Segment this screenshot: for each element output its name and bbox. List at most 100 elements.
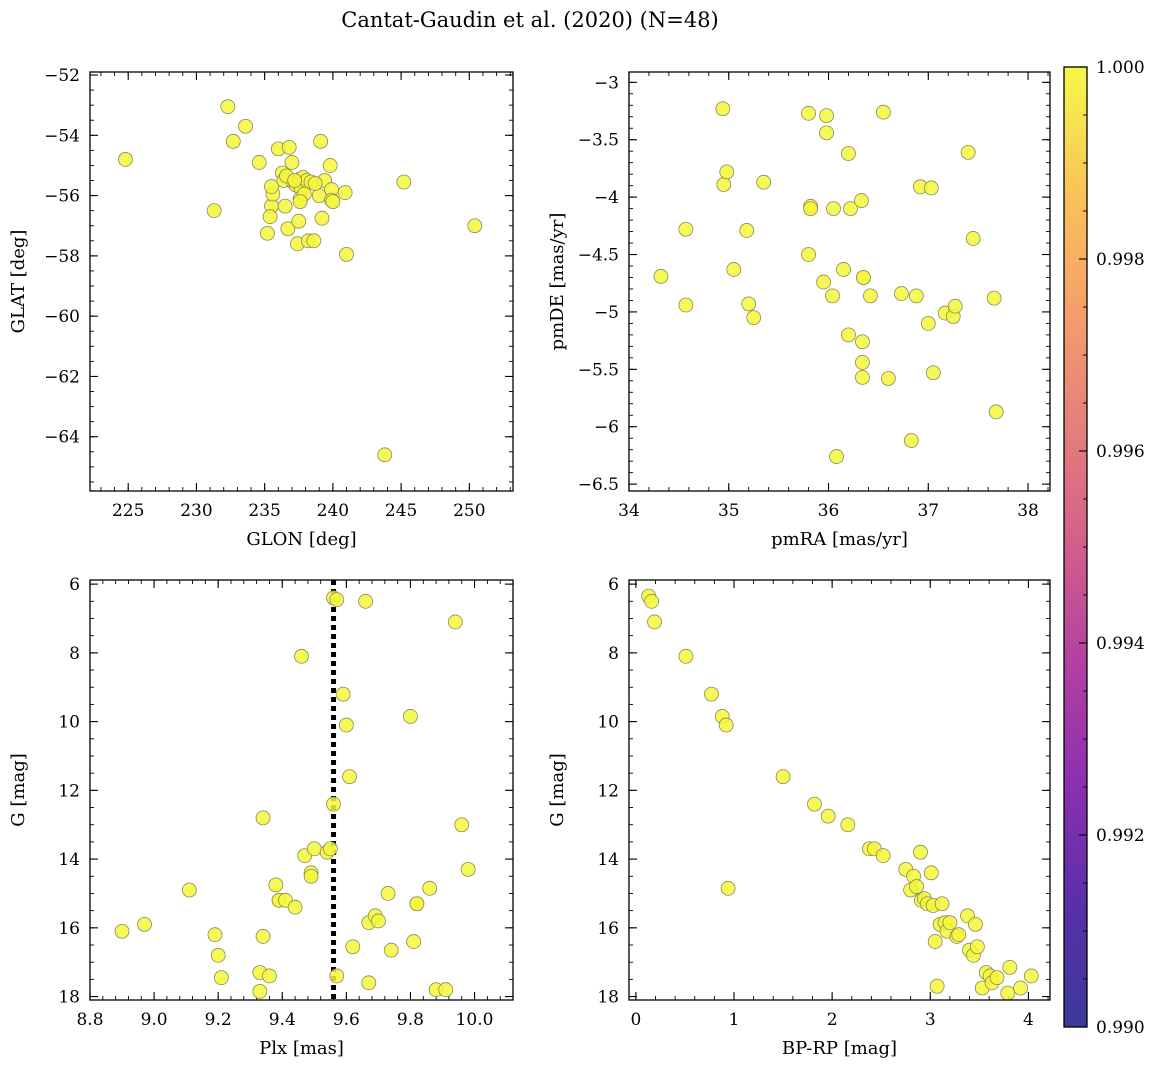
scatter-point bbox=[409, 896, 425, 912]
scatter-point bbox=[361, 975, 377, 991]
scatter-point bbox=[1002, 959, 1018, 975]
y-axis-label: G [mag] bbox=[547, 753, 568, 826]
colorbar-tick-label: 0.992 bbox=[1096, 826, 1145, 846]
scatter-point bbox=[396, 174, 412, 190]
y-axis-label: G [mag] bbox=[8, 753, 29, 826]
scatter-point bbox=[268, 877, 284, 893]
scatter-point bbox=[826, 201, 841, 217]
scatter-point bbox=[281, 139, 297, 155]
major-ticks bbox=[90, 72, 513, 491]
scatter-point bbox=[951, 927, 967, 943]
scatter-point bbox=[337, 185, 353, 200]
major-ticks bbox=[629, 580, 1050, 1000]
scatter-point bbox=[213, 970, 229, 986]
scatter-point bbox=[647, 614, 662, 630]
minor-ticks bbox=[628, 72, 1050, 491]
figure-title: Cantat-Gaudin et al. (2020) (N=48) bbox=[341, 8, 719, 32]
x-tick-label: 9.4 bbox=[269, 1010, 296, 1030]
scatter-point bbox=[840, 817, 856, 833]
scatter-point bbox=[726, 262, 742, 277]
scatter-point bbox=[819, 125, 834, 141]
x-tick-label: 9.0 bbox=[141, 1010, 168, 1030]
scatter-point bbox=[829, 449, 844, 464]
scatter-point bbox=[338, 717, 354, 733]
scatter-point bbox=[716, 177, 732, 192]
x-tick-label: 38 bbox=[1017, 501, 1039, 521]
scatter-point bbox=[1023, 968, 1039, 984]
scatter-point bbox=[345, 939, 361, 955]
y-tick-label: −5 bbox=[594, 303, 619, 323]
scatter-point bbox=[307, 176, 323, 191]
scatter-point bbox=[335, 686, 351, 702]
scatter-point bbox=[291, 213, 307, 229]
y-tick-label: 10 bbox=[58, 713, 80, 733]
scatter-point bbox=[927, 934, 943, 949]
scatter-point bbox=[855, 355, 870, 370]
y-tick-label: −4 bbox=[594, 188, 619, 208]
scatter-point bbox=[287, 173, 303, 188]
y-tick-label: 6 bbox=[608, 575, 619, 595]
y-tick-label: −60 bbox=[44, 307, 80, 327]
y-tick-label: −5.5 bbox=[578, 360, 619, 380]
scatter-point bbox=[422, 880, 438, 896]
x-tick-label: 9.6 bbox=[333, 1010, 360, 1030]
y-tick-label: −62 bbox=[44, 367, 80, 387]
scatter-point bbox=[292, 194, 308, 210]
axes-frame bbox=[89, 579, 514, 1001]
x-tick-label: 36 bbox=[818, 501, 840, 521]
scatter-point bbox=[342, 769, 357, 784]
colorbar-tick-label: 0.990 bbox=[1096, 1018, 1145, 1038]
y-tick-label: 8 bbox=[608, 644, 619, 664]
scatter-point bbox=[255, 810, 271, 826]
scatter-point bbox=[406, 934, 422, 949]
scatter-point bbox=[358, 593, 373, 609]
scatter-point bbox=[326, 796, 341, 812]
axes-frame bbox=[89, 71, 514, 492]
scatter-point bbox=[893, 286, 909, 301]
scatter-points bbox=[653, 101, 1004, 464]
scatter-points bbox=[118, 99, 483, 463]
scatter-point bbox=[947, 298, 963, 314]
scatter-point bbox=[314, 210, 330, 226]
colorbar-tick-label: 0.994 bbox=[1096, 634, 1145, 654]
x-axis-label: pmRA [mas/yr] bbox=[771, 529, 908, 550]
y-tick-label: 12 bbox=[597, 781, 619, 801]
minor-ticks bbox=[89, 580, 514, 1000]
scatter-point bbox=[380, 886, 396, 901]
scatter-point bbox=[255, 929, 271, 944]
scatter-point bbox=[913, 844, 928, 860]
scatter-panel-1: 225 230 235 240 245 250 −64 −62 −60 −58 −56 −54 −52 G… bbox=[8, 66, 514, 550]
scatter-point bbox=[313, 133, 329, 149]
scatter-point bbox=[403, 709, 418, 724]
x-tick-label: 235 bbox=[248, 501, 280, 521]
scatter-point bbox=[923, 865, 939, 881]
scatter-point bbox=[339, 246, 354, 262]
scatter-point bbox=[803, 201, 818, 217]
scatter-point bbox=[262, 968, 277, 984]
scatter-point bbox=[746, 310, 762, 326]
scatter-point bbox=[741, 296, 757, 312]
scatter-point bbox=[377, 447, 393, 463]
y-tick-label: −3.5 bbox=[578, 131, 619, 151]
axes-frame bbox=[628, 579, 1051, 1001]
x-tick-label: 37 bbox=[917, 501, 939, 521]
scatter-point bbox=[1013, 980, 1028, 996]
scatter-point bbox=[807, 796, 822, 812]
scatter-point bbox=[739, 223, 755, 238]
scatter-point bbox=[988, 404, 1004, 420]
scatter-point bbox=[960, 144, 976, 160]
x-tick-label: 9.2 bbox=[205, 1010, 232, 1030]
scatter-point bbox=[251, 155, 267, 170]
y-tick-label: −3 bbox=[594, 73, 619, 93]
scatter-point bbox=[942, 915, 958, 931]
x-tick-label: 1 bbox=[729, 1010, 740, 1030]
scatter-panel-2: 34 35 36 37 38 −6.5 −6 −5.5 −5 −4.5 −4 −3.5 −3 pmRA [… bbox=[547, 71, 1051, 550]
scatter-point bbox=[863, 288, 878, 304]
scatter-point bbox=[447, 614, 463, 630]
scatter-panel-3: 8.8 9.0 9.2 9.4 9.6 9.8 10.0 6 8 10 12 14 16 18 Plx [m… bbox=[8, 575, 514, 1059]
scatter-point bbox=[715, 101, 731, 117]
x-tick-label: 240 bbox=[317, 501, 349, 521]
scatter-point bbox=[923, 180, 939, 196]
